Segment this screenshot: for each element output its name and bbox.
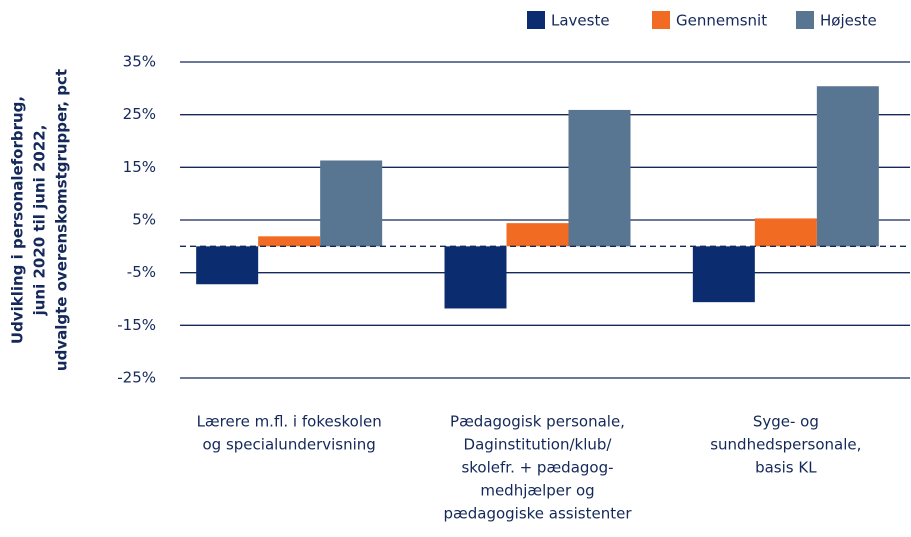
x-tick-label: og specialundervisning [203,436,376,454]
bar [754,218,817,247]
y-axis-label: Udvikling i personaleforbrug, [9,96,27,344]
x-tick-label: skolefr. + pædagog- [461,459,613,477]
y-tick-label: 25% [123,105,156,123]
x-tick-label: pædagogiske assistenter [443,505,632,523]
x-tick-label: basis KL [755,459,817,477]
bar [568,109,631,247]
bar [692,246,755,303]
bar [196,246,259,285]
x-tick-label: Pædagogisk personale, [450,413,625,431]
legend-swatch [796,11,814,29]
bar [816,86,879,247]
legend-swatch [652,11,670,29]
bar [444,246,507,309]
legend-swatch [527,11,545,29]
bar [258,236,321,247]
y-tick-label: -5% [127,263,156,281]
y-axis-label: udvalgte overenskomstgrupper, pct [53,69,71,371]
y-tick-label: 15% [123,158,156,176]
legend-label: Laveste [551,12,610,30]
x-tick-label: Daginstitution/klub/ [464,436,613,454]
y-tick-label: -15% [117,316,156,334]
legend-label: Gennemsnit [676,12,767,30]
y-tick-label: 5% [132,211,156,229]
x-tick-label: sundhedspersonale, [710,436,861,454]
y-axis-label: juni 2020 til juni 2022, [31,125,49,317]
bar [320,160,383,247]
y-tick-label: 35% [123,53,156,71]
y-tick-label: -25% [117,369,156,387]
bar [506,223,569,247]
x-tick-label: medhjælper og [480,482,594,500]
x-tick-label: Lærere m.fl. i fokeskolen [197,413,382,431]
x-tick-label: Syge- og [753,413,819,431]
legend-label: Højeste [820,12,877,30]
